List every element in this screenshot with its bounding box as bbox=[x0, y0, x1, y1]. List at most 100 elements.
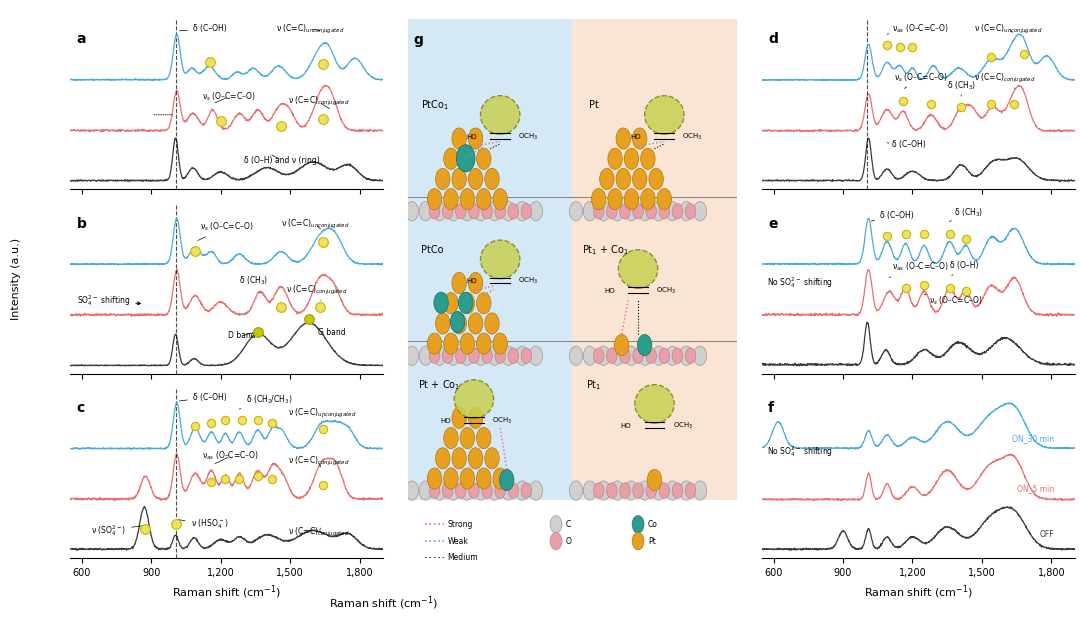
Ellipse shape bbox=[619, 250, 658, 288]
Circle shape bbox=[666, 481, 679, 500]
Circle shape bbox=[405, 346, 418, 365]
Circle shape bbox=[592, 188, 606, 210]
Circle shape bbox=[638, 202, 651, 221]
Circle shape bbox=[444, 333, 458, 354]
Text: OCH$_3$: OCH$_3$ bbox=[518, 276, 539, 286]
Circle shape bbox=[457, 145, 475, 172]
Circle shape bbox=[435, 448, 450, 469]
Circle shape bbox=[633, 203, 644, 219]
Circle shape bbox=[666, 202, 679, 221]
Text: G band: G band bbox=[311, 324, 346, 337]
Circle shape bbox=[460, 148, 474, 169]
Circle shape bbox=[679, 202, 693, 221]
Circle shape bbox=[583, 481, 596, 500]
Circle shape bbox=[469, 128, 483, 149]
Circle shape bbox=[474, 202, 487, 221]
Circle shape bbox=[649, 169, 663, 190]
Text: ν (C=C)$_{conjugated}$: ν (C=C)$_{conjugated}$ bbox=[974, 72, 1036, 89]
Circle shape bbox=[502, 481, 515, 500]
Circle shape bbox=[488, 481, 501, 500]
Circle shape bbox=[624, 202, 637, 221]
Circle shape bbox=[672, 483, 683, 498]
Text: ν (C=C)$_{unconjugated}$: ν (C=C)$_{unconjugated}$ bbox=[276, 22, 345, 35]
Text: ν (C=C)$_{conjugated}$: ν (C=C)$_{conjugated}$ bbox=[288, 526, 350, 539]
Text: δ (C–OH): δ (C–OH) bbox=[872, 211, 914, 221]
Circle shape bbox=[686, 348, 696, 363]
Circle shape bbox=[469, 448, 483, 469]
Circle shape bbox=[443, 348, 453, 363]
Circle shape bbox=[508, 203, 518, 219]
Circle shape bbox=[460, 333, 474, 354]
Circle shape bbox=[474, 346, 487, 365]
Text: ν (C=C)$_{conjugated}$: ν (C=C)$_{conjugated}$ bbox=[285, 285, 348, 301]
Text: a: a bbox=[77, 32, 86, 46]
Circle shape bbox=[502, 202, 515, 221]
Circle shape bbox=[522, 348, 531, 363]
Ellipse shape bbox=[455, 380, 494, 419]
Circle shape bbox=[679, 346, 693, 365]
Text: HO: HO bbox=[631, 133, 642, 140]
Text: δ (C–OH): δ (C–OH) bbox=[179, 24, 227, 33]
Circle shape bbox=[624, 188, 638, 210]
Circle shape bbox=[659, 483, 670, 498]
Circle shape bbox=[638, 481, 651, 500]
Text: ON_30 min: ON_30 min bbox=[1012, 434, 1054, 443]
Circle shape bbox=[444, 468, 458, 489]
Text: Intensity (a.u.): Intensity (a.u.) bbox=[11, 238, 21, 320]
Circle shape bbox=[429, 203, 440, 219]
Text: d: d bbox=[768, 32, 778, 46]
Text: PtCo: PtCo bbox=[421, 245, 444, 255]
Text: Raman shift (cm$^{-1}$): Raman shift (cm$^{-1}$) bbox=[328, 595, 438, 613]
Text: ν (C=C)$_{unconjugated}$: ν (C=C)$_{unconjugated}$ bbox=[281, 218, 350, 231]
Circle shape bbox=[456, 348, 467, 363]
Circle shape bbox=[632, 516, 644, 533]
Circle shape bbox=[495, 348, 505, 363]
Circle shape bbox=[652, 346, 665, 365]
Text: e: e bbox=[768, 216, 778, 231]
Circle shape bbox=[608, 188, 622, 210]
Text: g: g bbox=[414, 33, 423, 47]
Circle shape bbox=[529, 202, 542, 221]
Circle shape bbox=[686, 483, 696, 498]
Circle shape bbox=[640, 188, 656, 210]
Text: SO$_4^{2-}$ shifting: SO$_4^{2-}$ shifting bbox=[77, 293, 140, 308]
Text: ν$_s$ (O–C=C–O): ν$_s$ (O–C=C–O) bbox=[894, 72, 948, 89]
Circle shape bbox=[500, 469, 514, 490]
Circle shape bbox=[451, 272, 467, 294]
Circle shape bbox=[476, 427, 491, 449]
Circle shape bbox=[529, 346, 542, 365]
Circle shape bbox=[624, 346, 637, 365]
Circle shape bbox=[451, 169, 467, 190]
Text: c: c bbox=[77, 401, 84, 415]
Circle shape bbox=[451, 448, 467, 469]
Text: OCH$_3$: OCH$_3$ bbox=[657, 286, 676, 296]
Circle shape bbox=[615, 335, 629, 356]
Circle shape bbox=[632, 533, 644, 550]
Circle shape bbox=[693, 346, 706, 365]
FancyBboxPatch shape bbox=[572, 19, 737, 500]
Circle shape bbox=[659, 348, 670, 363]
Circle shape bbox=[460, 293, 474, 314]
Circle shape bbox=[469, 348, 480, 363]
Circle shape bbox=[433, 202, 446, 221]
Text: Pt + Co$_1$: Pt + Co$_1$ bbox=[418, 378, 461, 391]
Circle shape bbox=[583, 346, 596, 365]
Text: OCH$_3$: OCH$_3$ bbox=[492, 415, 512, 426]
Circle shape bbox=[620, 203, 630, 219]
Circle shape bbox=[469, 203, 480, 219]
Ellipse shape bbox=[645, 95, 684, 134]
Circle shape bbox=[444, 427, 458, 449]
Circle shape bbox=[607, 348, 617, 363]
Circle shape bbox=[550, 516, 562, 533]
Circle shape bbox=[492, 468, 508, 489]
Circle shape bbox=[624, 481, 637, 500]
Circle shape bbox=[607, 483, 617, 498]
Circle shape bbox=[666, 346, 679, 365]
Text: Weak: Weak bbox=[447, 537, 469, 546]
Text: Pt$_1$ + Co$_1$: Pt$_1$ + Co$_1$ bbox=[582, 243, 630, 257]
Text: δ (O–H) and ν (ring): δ (O–H) and ν (ring) bbox=[244, 155, 320, 165]
Circle shape bbox=[451, 407, 467, 428]
Text: Medium: Medium bbox=[447, 554, 478, 562]
Circle shape bbox=[529, 481, 542, 500]
Circle shape bbox=[508, 348, 518, 363]
